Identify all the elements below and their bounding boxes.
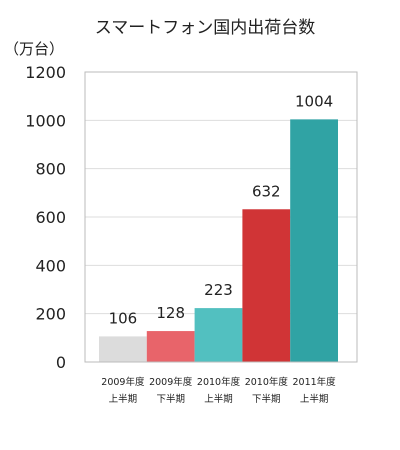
y-tick-label: 1000 bbox=[25, 111, 66, 130]
bar bbox=[99, 336, 147, 362]
chart-title: スマートフォン国内出荷台数 bbox=[95, 18, 316, 38]
x-axis-ticks: 2009年度上半期2009年度下半期2010年度上半期2010年度下半期2011… bbox=[101, 376, 336, 405]
bar bbox=[194, 308, 243, 362]
x-tick-label: 2009年度 bbox=[101, 376, 145, 388]
y-tick-label: 800 bbox=[35, 160, 66, 179]
bars bbox=[99, 119, 338, 362]
data-labels: 106 128 223 632 1004 bbox=[109, 92, 334, 327]
x-tick-label: 2009年度 bbox=[149, 376, 193, 388]
bar bbox=[290, 119, 338, 362]
y-tick-label: 0 bbox=[56, 353, 66, 372]
data-label: 223 bbox=[204, 281, 233, 299]
y-tick-label: 1200 bbox=[25, 63, 66, 82]
x-tick-label: 下半期 bbox=[252, 393, 281, 405]
x-tick-label: 2010年度 bbox=[245, 376, 289, 388]
data-label: 128 bbox=[156, 304, 185, 322]
y-axis-unit-label: （万台） bbox=[4, 40, 64, 58]
y-axis-ticks: 0 200 400 600 800 1000 1200 bbox=[25, 63, 66, 372]
bar bbox=[146, 331, 195, 362]
x-tick-label: 上半期 bbox=[109, 393, 138, 405]
y-tick-label: 200 bbox=[35, 305, 66, 324]
y-tick-label: 600 bbox=[35, 208, 66, 227]
data-label: 632 bbox=[252, 182, 281, 200]
data-label: 1004 bbox=[295, 92, 333, 110]
x-tick-label: 2010年度 bbox=[197, 376, 241, 388]
plot-frame bbox=[84, 71, 358, 363]
bar bbox=[242, 209, 291, 362]
x-tick-label: 下半期 bbox=[156, 393, 185, 405]
x-tick-label: 上半期 bbox=[204, 393, 233, 405]
x-tick-label: 2011年度 bbox=[293, 376, 337, 388]
data-label: 106 bbox=[109, 309, 138, 327]
x-tick-label: 上半期 bbox=[300, 393, 329, 405]
y-tick-label: 400 bbox=[35, 256, 66, 275]
